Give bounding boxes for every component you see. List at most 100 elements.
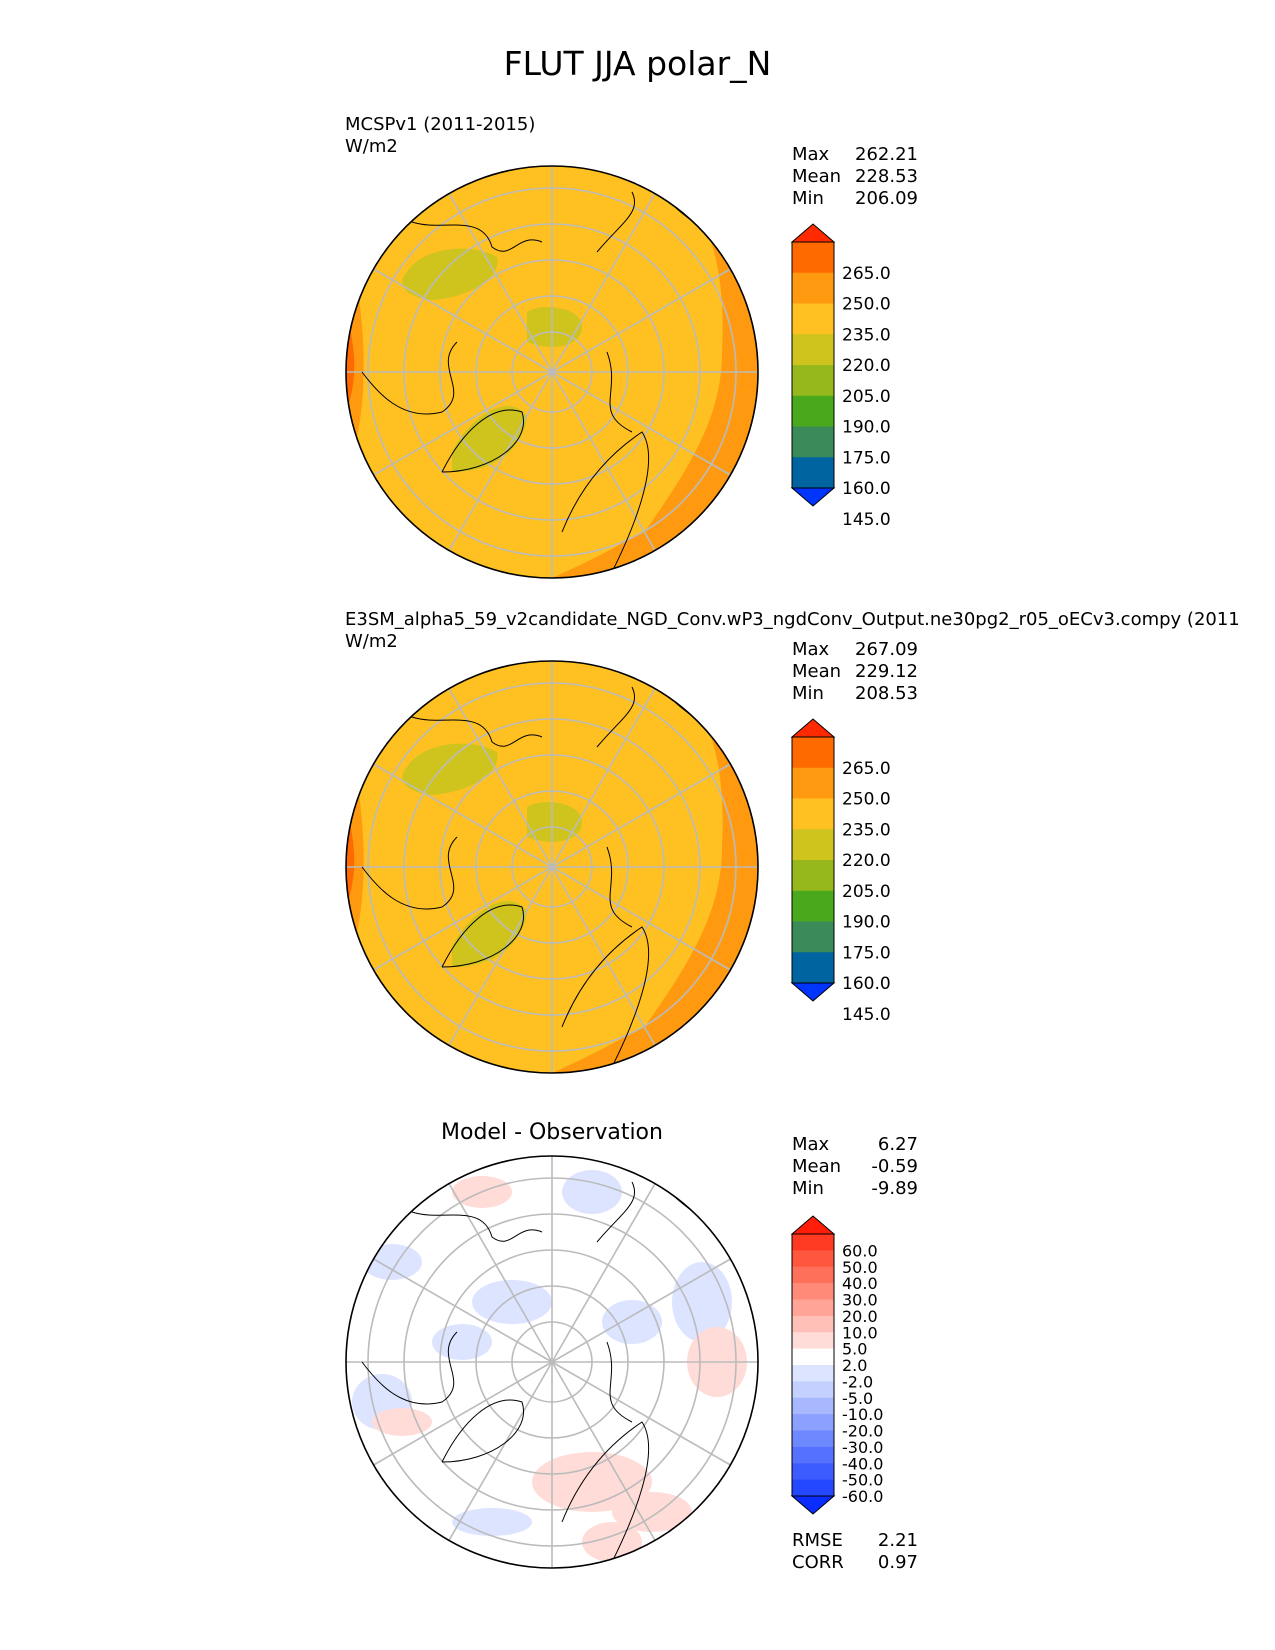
colorbar-segment — [792, 1315, 834, 1333]
colorbar-tick-label: 60.0 — [842, 1241, 878, 1260]
stat-label: Mean — [792, 1156, 842, 1177]
colorbar-tick-label: 220.0 — [842, 851, 891, 871]
stat-label: Mean — [792, 661, 842, 682]
colorbar-segment — [792, 1250, 834, 1268]
stat-value: 262.21 — [855, 144, 918, 165]
colorbar-tick-label: 235.0 — [842, 820, 891, 840]
panel-2-stats: Max 267.09 Mean 229.12 Min 208.53 — [792, 639, 918, 705]
stat-label: RMSE — [792, 1530, 843, 1551]
colorbar-segment — [792, 1299, 834, 1317]
colorbar-segment — [792, 798, 834, 830]
colorbar-2: 265.0 250.0 235.0 220.0 205.0 190.0 175.0 160.0… — [790, 718, 891, 1025]
colorbar-segment — [792, 1332, 834, 1350]
colorbar-tick-label: 175.0 — [842, 943, 891, 963]
colorbar-segment — [792, 1365, 834, 1382]
stat-value: -0.59 — [871, 1156, 918, 1177]
meridian-gridline — [373, 1361, 553, 1466]
colorbar-tick-label: 250.0 — [842, 295, 891, 315]
coastline — [596, 191, 636, 433]
colorbar-segment — [792, 1381, 834, 1399]
map-boundary — [345, 165, 759, 579]
colorbar-segment — [792, 303, 834, 335]
colorbar-segment — [792, 395, 834, 427]
negative-anomaly — [472, 1280, 552, 1324]
meridian-gridline — [373, 371, 553, 476]
colorbar-segment — [792, 829, 834, 861]
colorbar-tick-label: -60.0 — [842, 1487, 883, 1506]
colorbar-segment — [792, 426, 834, 458]
colorbar-extend-max — [790, 1215, 836, 1235]
panel-2-title: E3SM_alpha5_59_v2candidate_NGD_Conv.wP3_… — [345, 609, 1240, 630]
meridian-gridline — [373, 866, 553, 971]
colorbar-tick-label: 2.0 — [842, 1356, 867, 1375]
meridian-gridline — [551, 763, 731, 868]
meridian-gridline — [551, 1258, 731, 1363]
colorbar-tick-label: 5.0 — [842, 1340, 867, 1359]
stat-label: CORR — [792, 1552, 844, 1573]
colorbar-tick-label: 220.0 — [842, 356, 891, 376]
meridian-gridline — [551, 1361, 731, 1466]
stat-value: 267.09 — [855, 639, 918, 660]
colorbar-tick-label: 250.0 — [842, 790, 891, 810]
colorbar-frame — [791, 241, 835, 489]
map-boundary — [345, 1155, 759, 1569]
stat-label: Min — [792, 683, 824, 704]
coastline — [441, 904, 524, 968]
stat-label: Mean — [792, 166, 842, 187]
meridian-gridline — [551, 1183, 656, 1363]
meridian-gridline — [551, 688, 656, 868]
stat-label: Max — [792, 639, 830, 660]
coastline — [561, 431, 650, 573]
meridian-gridline — [551, 268, 731, 373]
colorbar-tick-label: -5.0 — [842, 1389, 873, 1408]
meridian-gridline — [448, 688, 553, 868]
colorbar-segment — [792, 1446, 834, 1464]
cool-region — [402, 248, 498, 300]
colorbar-segment — [792, 737, 834, 769]
positive-anomaly — [582, 1522, 642, 1562]
colorbar-segment — [792, 457, 834, 489]
negative-anomaly — [602, 1300, 662, 1344]
coastline — [561, 1421, 650, 1563]
colorbar-tick-label: 205.0 — [842, 882, 891, 902]
meridian-gridline — [448, 866, 553, 1046]
meridian-gridline — [551, 866, 656, 1046]
coastline — [411, 716, 543, 747]
panel-3-stats: Max 6.27 Mean -0.59 Min -9.89 — [792, 1134, 918, 1200]
cool-region — [402, 743, 498, 795]
colorbar-segment — [792, 334, 834, 366]
stat-value: 208.53 — [855, 683, 918, 704]
stat-value: 206.09 — [855, 188, 918, 209]
colorbar-tick-label: -30.0 — [842, 1438, 883, 1457]
colorbar-tick-label: -2.0 — [842, 1372, 873, 1391]
polar-map-1 — [346, 166, 758, 578]
meridian-gridline — [448, 1183, 553, 1363]
colorbar-frame — [791, 1233, 835, 1497]
colorbar-1: 265.0 250.0 235.0 220.0 205.0 190.0 175.0 160.0… — [790, 223, 891, 530]
colorbar-tick-label: 145.0 — [842, 1005, 891, 1025]
stat-value: 2.21 — [877, 1530, 918, 1551]
stat-label: Min — [792, 188, 824, 209]
colorbar-segment — [792, 921, 834, 953]
colorbar-segment — [792, 860, 834, 892]
colorbar-extend-min — [790, 982, 836, 1002]
meridian-gridline — [551, 866, 731, 971]
colorbar-frame — [791, 736, 835, 984]
polar-map-3 — [346, 1156, 758, 1568]
colorbar-3: 60.050.040.030.020.010.05.02.0-2.0-5.0-1… — [790, 1215, 883, 1515]
colorbar-tick-label: 50.0 — [842, 1258, 878, 1277]
colorbar-extend-min — [790, 487, 836, 507]
positive-anomaly — [372, 1408, 432, 1436]
stat-value: -9.89 — [871, 1178, 918, 1199]
coastline — [596, 1181, 636, 1423]
colorbar-segment — [792, 1463, 834, 1481]
meridian-gridline — [551, 1361, 656, 1541]
polar-map-2 — [346, 661, 758, 1073]
panel-1-stats: Max 262.21 Mean 228.53 Min 206.09 — [792, 144, 918, 210]
colorbar-tick-label: 30.0 — [842, 1291, 878, 1310]
meridian-gridline — [373, 1258, 553, 1363]
stat-value: 6.27 — [877, 1134, 918, 1155]
coastline — [561, 926, 650, 1068]
coastline — [411, 1211, 543, 1242]
meridian-gridline — [448, 371, 553, 551]
